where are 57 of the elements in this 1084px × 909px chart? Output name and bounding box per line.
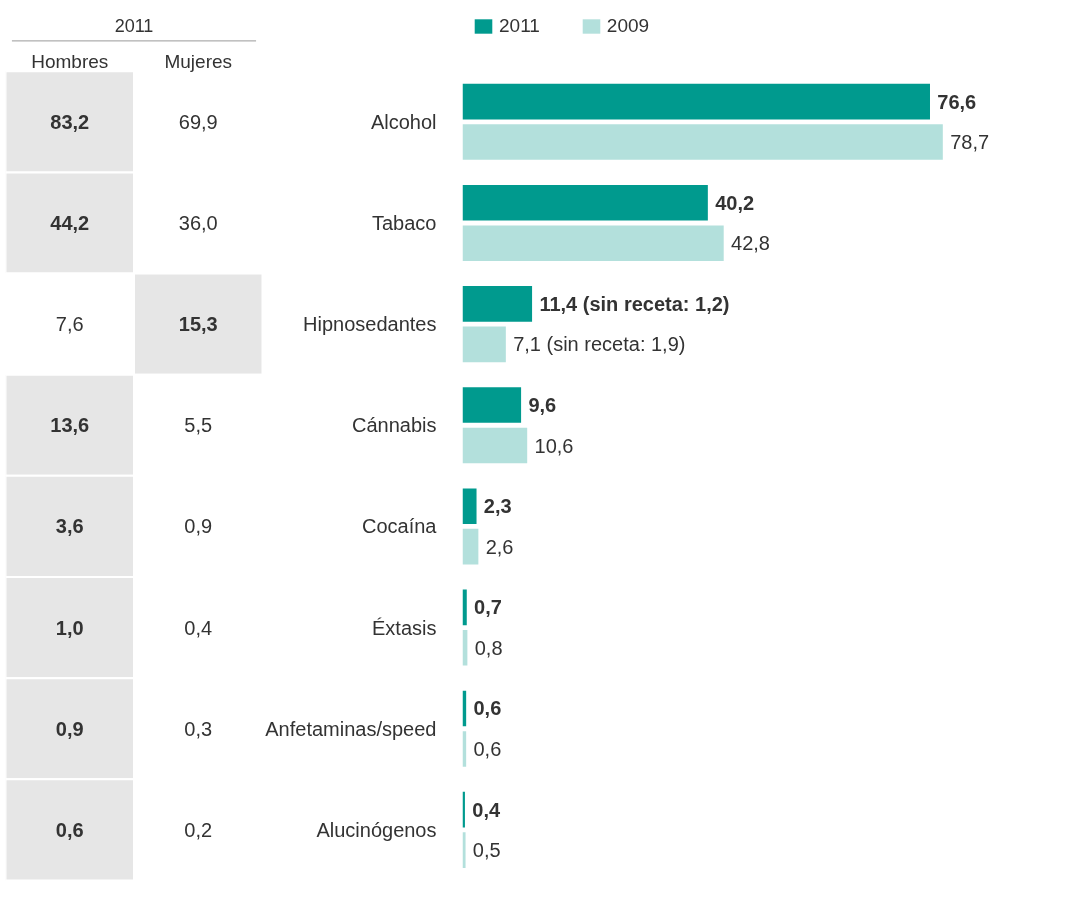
bar	[462, 286, 533, 322]
bar	[462, 225, 724, 261]
category-label: Éxtasis	[372, 616, 437, 639]
bar	[462, 488, 477, 524]
data-label: 44,2	[50, 211, 90, 234]
bar	[462, 427, 528, 464]
data-label: 40,2	[715, 191, 755, 214]
data-label: 9,6	[528, 394, 557, 417]
legend-label: 2009	[606, 15, 650, 37]
data-label: 15,3	[178, 313, 218, 336]
bar	[462, 387, 522, 423]
data-label: 0,5	[472, 839, 501, 862]
data-label: 0,6	[473, 737, 502, 760]
category-label: Cocaína	[362, 515, 437, 538]
data-label: 13,6	[50, 414, 90, 437]
bar	[462, 589, 467, 626]
x-tick-label: Mujeres	[164, 50, 233, 72]
data-label: 0,6	[55, 818, 84, 841]
data-label: 69,9	[178, 110, 218, 133]
category-label: Hipnosedantes	[303, 313, 437, 336]
data-label: 7,1 (sin receta: 1,9)	[513, 333, 686, 356]
data-label: 1,0	[55, 616, 84, 639]
category-label: Alucinógenos	[316, 818, 437, 841]
data-label: 5,5	[184, 414, 213, 437]
data-label: 78,7	[950, 131, 990, 154]
bar	[462, 326, 506, 363]
data-label: 42,8	[731, 232, 770, 255]
data-label: 7,6	[55, 313, 84, 336]
bar	[462, 124, 943, 160]
legend-label: 2011	[499, 15, 540, 37]
data-label: 2,6	[485, 535, 514, 558]
category-label: Tabaco	[372, 211, 437, 234]
data-label: 3,6	[55, 515, 84, 538]
data-label: 0,7	[474, 596, 502, 619]
data-label: 83,2	[50, 110, 90, 133]
x-tick-label: Hombres	[31, 50, 109, 72]
data-label: 76,6	[937, 90, 977, 113]
data-label: 11,4 (sin receta: 1,2)	[539, 292, 730, 315]
category-label: Alcohol	[370, 110, 437, 133]
data-label: 2,3	[483, 495, 512, 518]
bar	[462, 528, 479, 565]
data-label: 0,2	[184, 818, 213, 841]
data-label: 0,3	[184, 717, 213, 740]
chart-title: 2011	[114, 16, 154, 37]
data-label: 0,9	[55, 717, 84, 740]
data-label: 10,6	[534, 434, 574, 457]
bar	[462, 184, 708, 221]
bar	[462, 83, 930, 120]
data-label: 0,4	[184, 616, 213, 639]
data-label: 0,6	[473, 697, 502, 720]
data-label: 0,4	[472, 798, 501, 821]
data-label: 36,0	[178, 211, 218, 234]
data-label: 0,8	[474, 636, 503, 659]
category-label: Anfetaminas/speed	[265, 717, 437, 740]
category-label: Cánnabis	[352, 414, 437, 437]
data-label: 0,9	[184, 515, 213, 538]
bar	[462, 832, 466, 868]
